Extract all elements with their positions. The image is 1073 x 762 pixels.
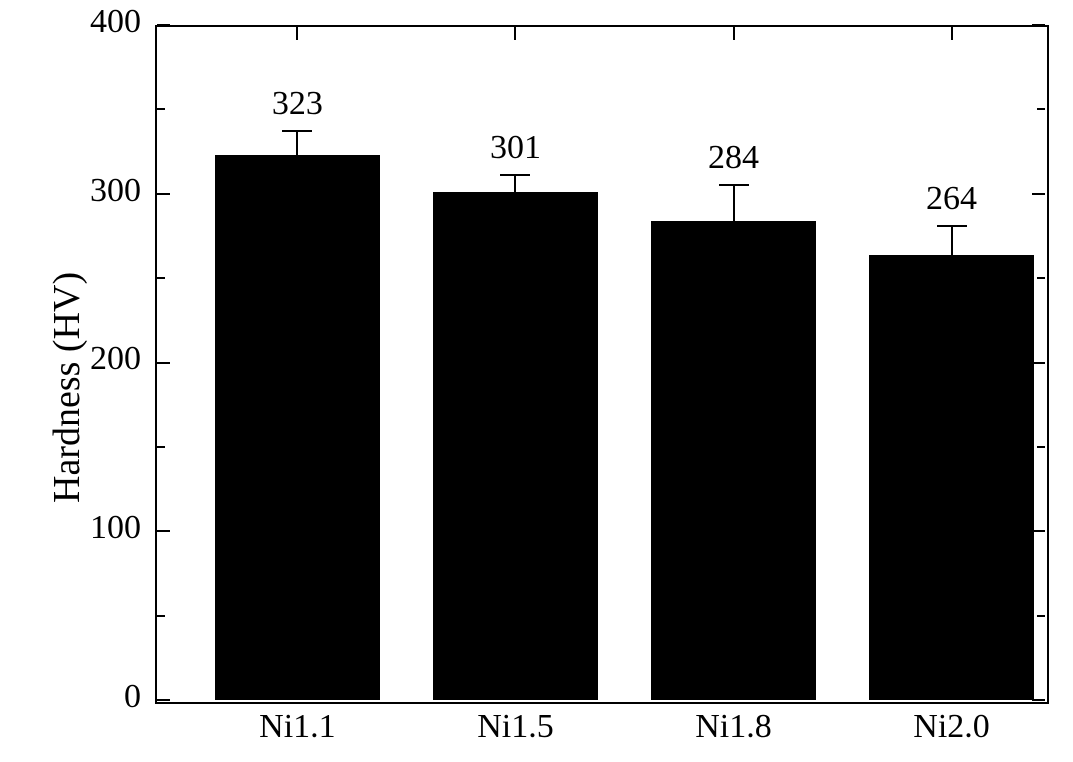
error-bar (951, 226, 953, 255)
error-bar-cap (719, 184, 749, 186)
error-bar-cap (282, 130, 312, 132)
x-tick-top (733, 27, 735, 40)
bar-value-label: 264 (926, 180, 977, 218)
x-tick-top (296, 27, 298, 40)
bar (433, 192, 598, 700)
bar-value-label: 323 (272, 85, 323, 123)
error-bar (514, 175, 516, 192)
bar (215, 155, 380, 700)
y-major-tick-right (1032, 362, 1045, 364)
error-bar-cap (500, 174, 530, 176)
chart-container: Hardness (HV) 0 100 200 300 400 323 Ni1.1 301 N… (0, 0, 1073, 762)
y-major-tick (157, 362, 170, 364)
error-bar-cap (937, 225, 967, 227)
error-bar (733, 185, 735, 220)
y-major-tick-right (1032, 699, 1045, 701)
x-tick-label: Ni1.5 (477, 708, 554, 746)
y-minor-tick (157, 615, 165, 617)
y-major-tick-right (1032, 193, 1045, 195)
x-tick-label: Ni1.1 (259, 708, 336, 746)
y-minor-tick-right (1037, 108, 1045, 110)
bar (651, 221, 816, 700)
y-tick-label: 0 (0, 678, 141, 716)
y-major-tick (157, 530, 170, 532)
y-minor-tick (157, 108, 165, 110)
y-axis-label: Hardness (HV) (45, 271, 89, 502)
error-bar (296, 131, 298, 155)
bar-value-label: 284 (708, 139, 759, 177)
y-major-tick (157, 24, 170, 26)
y-tick-label: 200 (0, 340, 141, 378)
bar-value-label: 301 (490, 129, 541, 167)
y-tick-label: 300 (0, 172, 141, 210)
y-minor-tick (157, 277, 165, 279)
y-tick-label: 100 (0, 509, 141, 547)
y-minor-tick-right (1037, 446, 1045, 448)
x-tick-top (514, 27, 516, 40)
y-minor-tick-right (1037, 277, 1045, 279)
y-minor-tick-right (1037, 615, 1045, 617)
bar (869, 255, 1034, 701)
y-tick-label: 400 (0, 3, 141, 41)
x-tick-top (951, 27, 953, 40)
y-major-tick (157, 193, 170, 195)
x-tick-label: Ni2.0 (913, 708, 990, 746)
y-minor-tick (157, 446, 165, 448)
y-major-tick-right (1032, 530, 1045, 532)
x-tick-label: Ni1.8 (695, 708, 772, 746)
y-major-tick-right (1032, 24, 1045, 26)
y-major-tick (157, 699, 170, 701)
